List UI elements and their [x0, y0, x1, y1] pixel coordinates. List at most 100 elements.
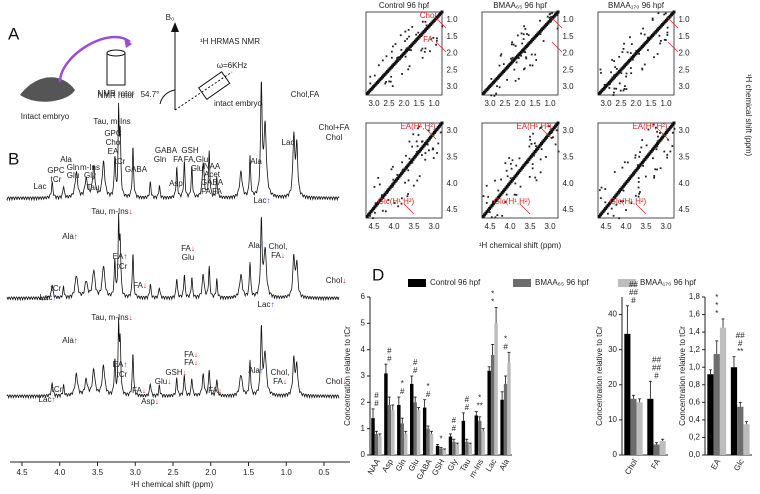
- diag-peak: [518, 169, 522, 172]
- peak-name: Glu: [182, 253, 194, 262]
- cross-peak: [671, 131, 674, 134]
- peak-name: FA: [271, 251, 281, 260]
- bar: [647, 398, 654, 455]
- cross-peak: [639, 151, 641, 154]
- diag-peak: [417, 150, 421, 153]
- red-arrow: [551, 41, 563, 53]
- cross-peak: [520, 32, 523, 35]
- diag-peak: [620, 186, 624, 190]
- label: ¹H HRMAS NMR: [200, 37, 260, 46]
- peak-label: Cho: [106, 138, 121, 147]
- peak-label: FA↓: [271, 251, 285, 260]
- cross-peak: [641, 67, 644, 70]
- diag-peak: [625, 180, 629, 184]
- peak-name: GPC: [47, 166, 65, 175]
- cross-peak: [529, 64, 532, 67]
- cross-peak: [421, 20, 424, 23]
- cross-peak: [615, 67, 618, 70]
- peak-label: FA: [173, 155, 183, 164]
- x-tick-label: 2.0: [514, 99, 526, 108]
- cross-peak: [615, 87, 618, 90]
- y-tick-label: 0,0: [689, 450, 701, 459]
- x-tick-label: 1.5: [413, 99, 425, 108]
- cross-peak: [421, 47, 424, 50]
- x-tick-label: Chol: [623, 457, 639, 476]
- significance: *: [715, 309, 718, 318]
- cross-peak: [420, 34, 423, 37]
- cross-peak: [528, 176, 531, 178]
- peak-name: Chol,: [269, 242, 288, 251]
- y-tick-label: 0,8: [689, 380, 701, 389]
- panel-label: D: [372, 265, 384, 284]
- bar: [435, 445, 440, 455]
- x-tick-label: 1.0: [660, 99, 672, 108]
- peak-name: FA: [201, 187, 211, 196]
- x-tick-label: EA: [709, 457, 722, 471]
- diag-peak: [527, 157, 531, 161]
- cross-peak: [622, 200, 625, 203]
- x-tick-label: 1.0: [428, 99, 440, 108]
- diag-peak: [491, 202, 495, 206]
- cross-peak: [657, 135, 659, 138]
- cross-peak: [669, 150, 672, 153]
- cross-peak: [621, 166, 624, 169]
- diag-peak: [375, 202, 379, 206]
- cross-peak: [428, 149, 430, 152]
- y-tick-label: 3.0: [678, 82, 690, 91]
- plot-title: BMAA₁₇₀ 96 hpf: [608, 1, 665, 10]
- cross-peak: [535, 179, 538, 182]
- cross-peak: [604, 188, 607, 190]
- diag-peak: [379, 197, 383, 201]
- diag-peak: [509, 180, 513, 184]
- cross-peak: [514, 79, 517, 82]
- plot-title: Control 96 hpf: [379, 1, 430, 10]
- cross-peak: [397, 56, 400, 59]
- cross-peak: [407, 179, 410, 182]
- cross-peak: [495, 92, 498, 95]
- cross-peak: [505, 169, 508, 172]
- peak-label: EA(H¹,H²): [400, 122, 435, 131]
- diag-peak: [659, 137, 663, 141]
- cross-peak: [404, 55, 407, 58]
- cross-peak: [635, 50, 638, 52]
- cross-peak: [530, 143, 533, 145]
- peak-arrow: ↓: [167, 377, 171, 386]
- diag-peak: [411, 157, 415, 161]
- bar: [719, 327, 727, 455]
- cross-peak: [405, 47, 408, 50]
- cross-peak: [408, 65, 411, 68]
- peak-label: NAA: [204, 162, 221, 171]
- peak-name: Ala: [248, 366, 260, 375]
- cross-peak: [642, 164, 645, 167]
- cross-peak: [424, 158, 427, 161]
- cross-peak: [411, 161, 414, 164]
- peak-label: FA↓: [184, 358, 198, 367]
- peak-name: Ala: [62, 336, 74, 345]
- y-tick-label: 0,4: [689, 415, 701, 424]
- peak-label: FA↓: [181, 244, 195, 253]
- cross-peak: [517, 77, 520, 80]
- diag-peak: [652, 146, 656, 150]
- peak-name: NAA: [204, 162, 221, 171]
- cross-peak: [373, 185, 376, 188]
- peak-name: Gln: [67, 163, 79, 172]
- significance: *: [715, 293, 718, 302]
- cross-peak: [659, 42, 662, 45]
- cross-peak: [550, 18, 552, 21]
- cross-peak: [511, 56, 514, 59]
- significance: *: [439, 435, 442, 444]
- cross-peak: [656, 130, 658, 133]
- peak-label: Tau, m-Ins: [93, 117, 130, 126]
- cross-peak: [498, 64, 501, 67]
- y-tick-label: 3.0: [446, 126, 458, 135]
- y-tick-label: 4.0: [562, 179, 574, 188]
- red-arrow: [657, 128, 669, 140]
- peak-label: FA: [212, 187, 222, 196]
- cross-peak: [522, 164, 525, 167]
- cross-peak: [417, 134, 420, 136]
- x-tick-label: GSH: [430, 457, 447, 477]
- x-tick-label: 3.5: [92, 468, 104, 477]
- diag-peak: [637, 165, 641, 169]
- diag-peak: [545, 135, 549, 139]
- cross-peak: [534, 53, 537, 56]
